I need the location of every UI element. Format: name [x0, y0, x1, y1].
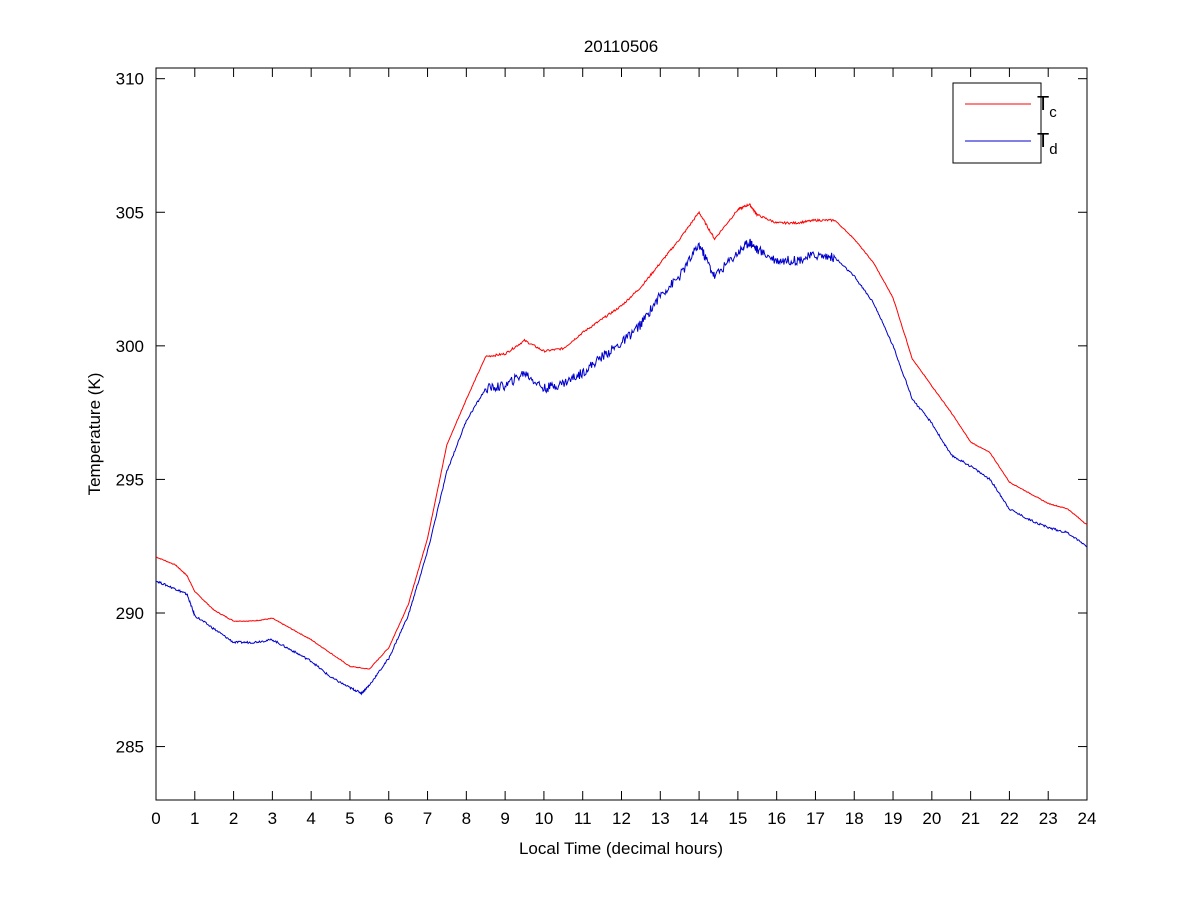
- x-tick-label: 20: [922, 809, 941, 828]
- x-tick-label: 5: [345, 809, 354, 828]
- x-tick-label: 6: [384, 809, 393, 828]
- legend: Tc Td: [952, 82, 1058, 164]
- x-tick-label: 12: [612, 809, 631, 828]
- x-tick-label: 14: [690, 809, 709, 828]
- x-tick-label: 3: [268, 809, 277, 828]
- y-tick-label: 290: [116, 604, 144, 623]
- x-tick-label: 9: [500, 809, 509, 828]
- chart-title: 20110506: [584, 37, 658, 56]
- x-tick-label: 15: [728, 809, 747, 828]
- x-tick-label: 18: [845, 809, 864, 828]
- series-line-td: [155, 238, 1088, 696]
- x-tick-label: 24: [1078, 809, 1097, 828]
- legend-box: [952, 82, 1042, 164]
- x-tick-label: 2: [229, 809, 238, 828]
- x-tick-label: 10: [534, 809, 553, 828]
- x-tick-label: 23: [1039, 809, 1058, 828]
- x-tick-label: 16: [767, 809, 786, 828]
- plot-area: [155, 67, 1088, 801]
- x-tick-label: 17: [806, 809, 825, 828]
- series-line-tc: [155, 203, 1088, 670]
- x-tick-label: 22: [1000, 809, 1019, 828]
- x-tick-label: 19: [884, 809, 903, 828]
- y-tick-label: 300: [116, 337, 144, 356]
- x-tick-label: 1: [190, 809, 199, 828]
- y-tick-label: 310: [116, 70, 144, 89]
- y-tick-label: 295: [116, 470, 144, 489]
- x-tick-label: 11: [574, 809, 592, 828]
- x-tick-label: 8: [462, 809, 471, 828]
- legend-label-tc: Tc: [1037, 93, 1057, 121]
- x-tick-label: 13: [651, 809, 670, 828]
- x-tick-label: 21: [961, 809, 980, 828]
- x-tick-label: 7: [423, 809, 432, 828]
- y-axis-label: Temperature (K): [85, 373, 104, 496]
- y-tick-label: 305: [116, 203, 144, 222]
- x-tick-label: 0: [151, 809, 160, 828]
- x-tick-label: 4: [306, 809, 315, 828]
- y-tick-label: 285: [116, 738, 144, 757]
- legend-label-td: Td: [1037, 130, 1058, 158]
- x-axis-label: Local Time (decimal hours): [519, 839, 723, 858]
